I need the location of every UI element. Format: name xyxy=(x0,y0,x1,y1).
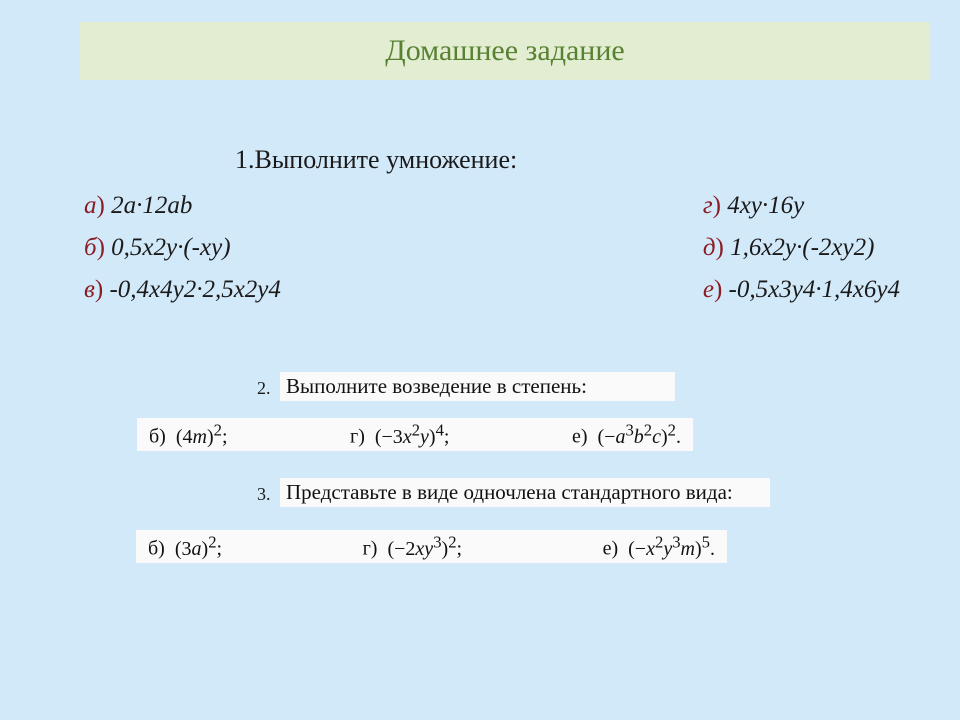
task1-item-v: в) -0,4x4y2·2,5x2y4 xyxy=(84,276,281,304)
header-band: Домашнее задание xyxy=(80,22,930,80)
task2-item-e: е) (−a3b2c)2. xyxy=(572,420,681,449)
task1-item-b: б) 0,5x2y·(-xy) xyxy=(84,234,281,262)
item-paren: ) xyxy=(97,234,112,261)
task1-right-column: г) 4xy·16y д) 1,6x2y·(-2xy2) е) -0,5x3y4… xyxy=(703,192,900,304)
task2-item-b: б) (4m)2; xyxy=(149,420,228,449)
item-expr: (4m)2; xyxy=(176,426,228,448)
task2-number: 2. xyxy=(257,378,271,399)
item-expr: (−x2y3m)5. xyxy=(628,538,715,560)
item-expr: (3a)2; xyxy=(175,538,222,560)
item-letter: г) xyxy=(363,538,378,560)
task1-instruction: 1.Выполните умножение: xyxy=(235,145,517,175)
task1-item-a: а) 2a·12ab xyxy=(84,192,281,220)
task1-item-g: г) 4xy·16y xyxy=(703,192,900,220)
item-expr: (−3x2y)4; xyxy=(375,426,450,448)
item-expr: (−2xy3)2; xyxy=(387,538,462,560)
task1-item-e: е) -0,5x3y4·1,4x6y4 xyxy=(703,276,900,304)
task2-row: б) (4m)2; г) (−3x2y)4; е) (−a3b2c)2. xyxy=(137,418,693,451)
item-expr: -0,4x4y2·2,5x2y4 xyxy=(109,276,280,303)
task3-item-g: г) (−2xy3)2; xyxy=(363,532,462,561)
task3-number: 3. xyxy=(257,484,271,505)
task3-row: б) (3a)2; г) (−2xy3)2; е) (−x2y3m)5. xyxy=(136,530,727,563)
item-letter: е) xyxy=(572,426,588,448)
task3-title: Представьте в виде одночлена стандартног… xyxy=(280,478,770,507)
item-letter: е) xyxy=(603,538,619,560)
item-paren: ) xyxy=(713,192,728,219)
task1-problems: а) 2a·12ab б) 0,5x2y·(-xy) в) -0,4x4y2·2… xyxy=(84,192,900,304)
item-letter: б xyxy=(84,234,97,261)
item-expr: 4xy·16y xyxy=(727,192,804,219)
item-paren: ) xyxy=(95,276,110,303)
item-paren: ) xyxy=(716,234,731,261)
task2-item-g: г) (−3x2y)4; xyxy=(350,420,450,449)
item-expr: (−a3b2c)2. xyxy=(597,426,681,448)
task1-left-column: а) 2a·12ab б) 0,5x2y·(-xy) в) -0,4x4y2·2… xyxy=(84,192,281,304)
task1-item-d: д) 1,6x2y·(-2xy2) xyxy=(703,234,900,262)
item-letter: а xyxy=(84,192,97,219)
item-paren: ) xyxy=(97,192,112,219)
item-expr: 0,5x2y·(-xy) xyxy=(111,234,230,261)
page-title: Домашнее задание xyxy=(385,34,624,68)
item-letter: б) xyxy=(149,426,166,448)
task2-title: Выполните возведение в степень: xyxy=(280,372,675,401)
item-letter: г xyxy=(703,192,713,219)
task3-item-e: е) (−x2y3m)5. xyxy=(603,532,715,561)
item-expr: -0,5x3y4·1,4x6y4 xyxy=(729,276,900,303)
item-letter: е xyxy=(703,276,714,303)
item-letter: б) xyxy=(148,538,165,560)
task3-item-b: б) (3a)2; xyxy=(148,532,222,561)
item-expr: 1,6x2y·(-2xy2) xyxy=(730,234,874,261)
item-letter: д xyxy=(703,234,716,261)
item-expr: 2a·12ab xyxy=(111,192,192,219)
item-letter: г) xyxy=(350,426,365,448)
item-paren: ) xyxy=(714,276,729,303)
item-letter: в xyxy=(84,276,95,303)
